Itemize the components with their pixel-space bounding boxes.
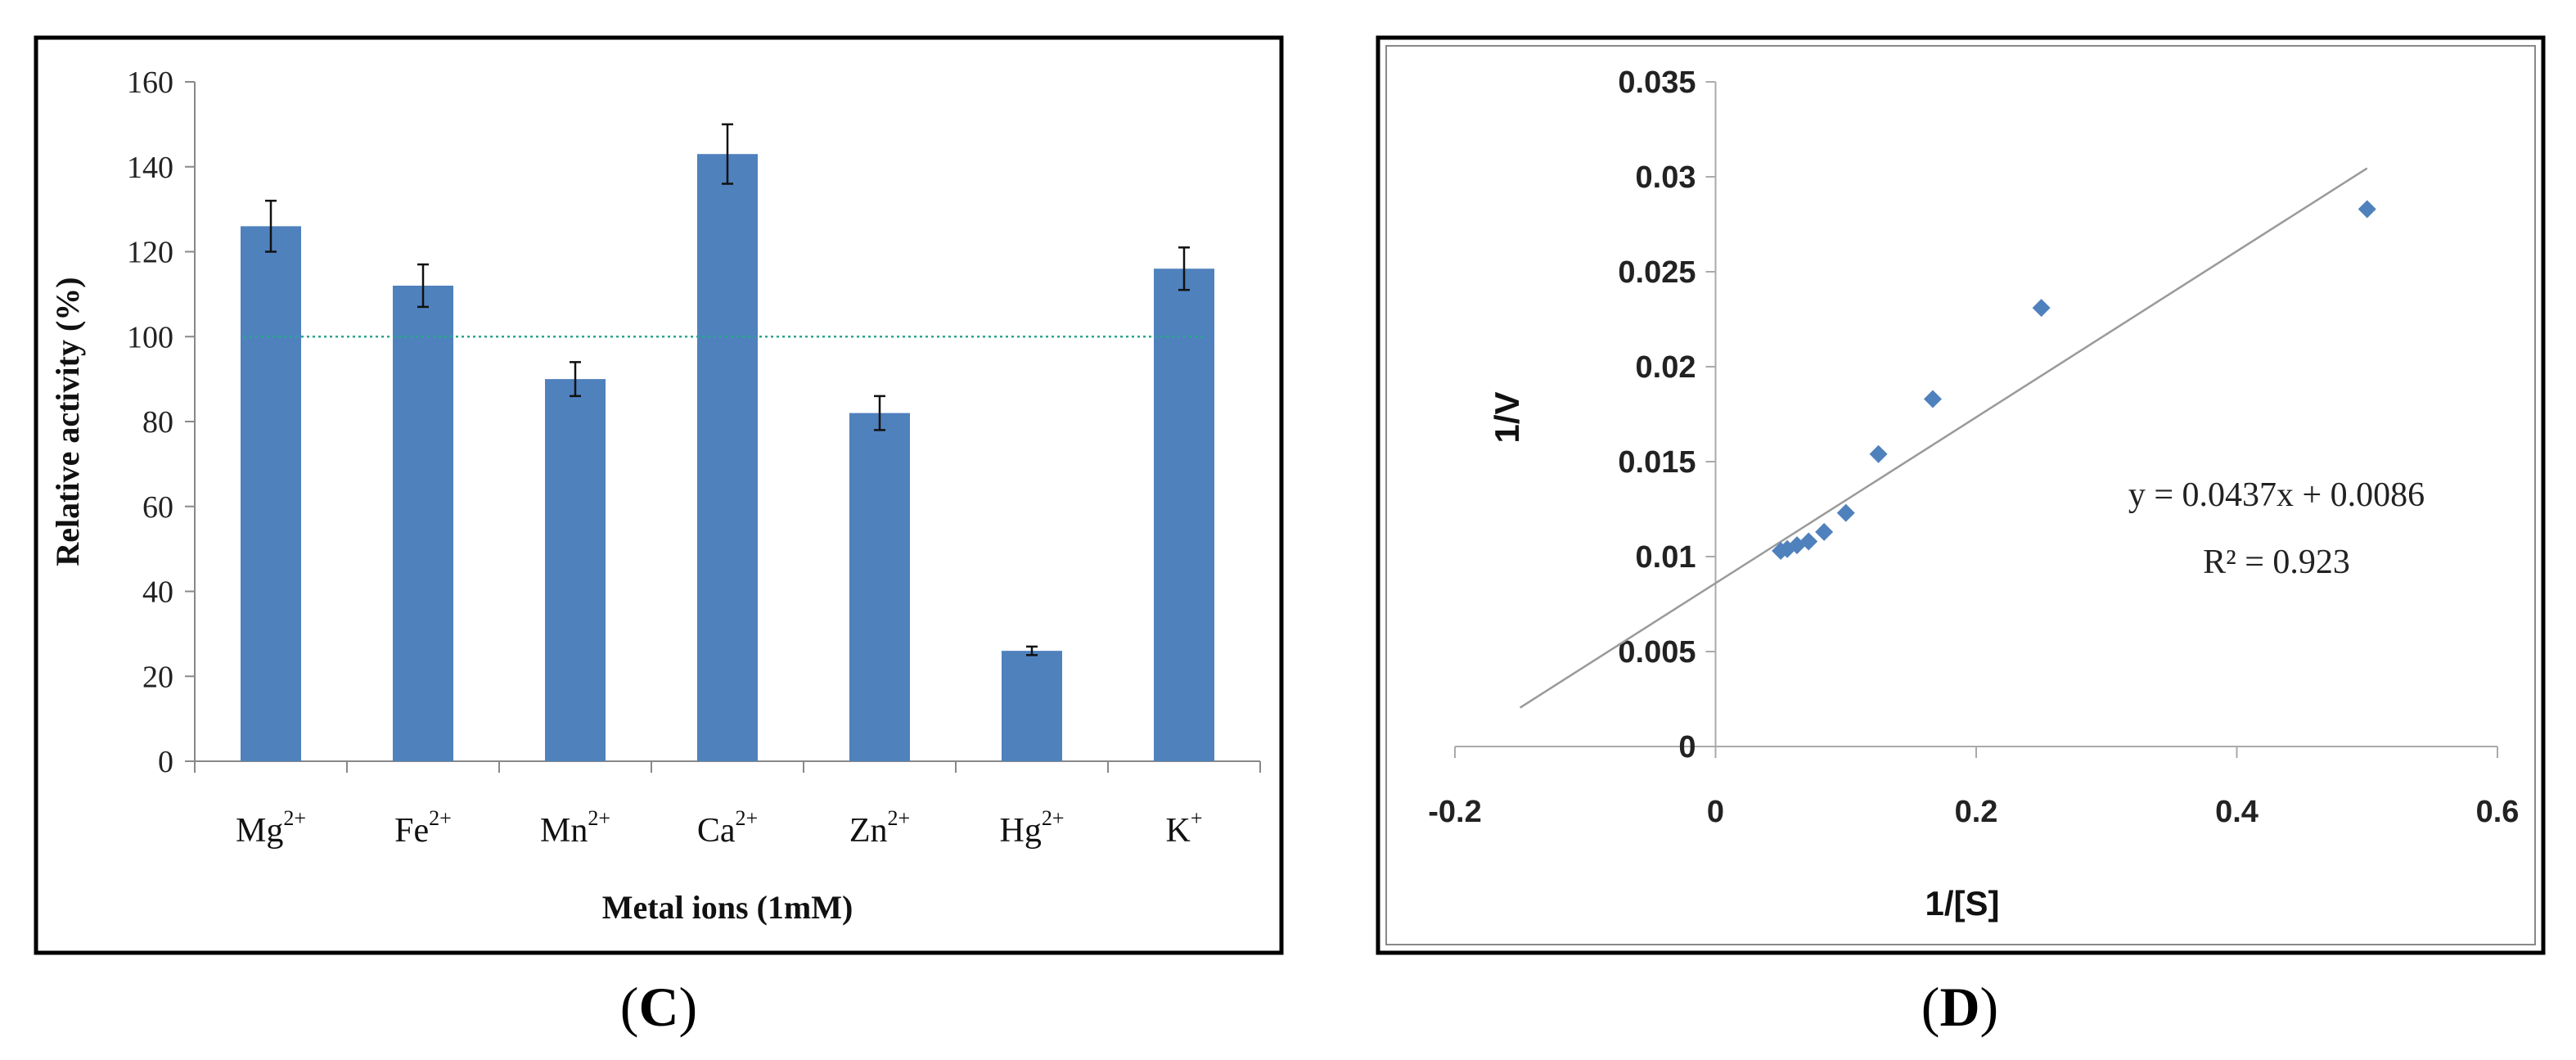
panel-label-d-text: D (1939, 976, 1979, 1038)
y-tick-label: 100 (127, 320, 173, 354)
x-tick-label: 0.6 (2476, 795, 2520, 829)
y-tick-label: 0.035 (1618, 65, 1696, 100)
panel-d-scatter-chart: 0 0.005 0.01 0.015 0.02 0.025 0.03 0.035 -0.2 0 0.… (1428, 65, 2519, 922)
data-point (1836, 503, 1855, 522)
panel-c-bar-chart: 0 20 40 60 80 100 120 140 160 Mg2+ Fe2+ Mn2+ Ca2+ Zn2… (49, 65, 1261, 926)
data-point (1815, 522, 1834, 541)
x-category-label: Ca2+ (697, 806, 758, 850)
bar-mn (545, 379, 606, 761)
y-tick-label: 120 (127, 236, 173, 270)
trendline-equation: y = 0.0437x + 0.0086 (2128, 476, 2425, 514)
panel-label-c-text: C (638, 976, 678, 1038)
bar-hg (1002, 651, 1062, 761)
data-point (2032, 299, 2051, 318)
bar-k (1154, 268, 1214, 761)
x-tick-label: 0.4 (2215, 795, 2259, 829)
data-point (1923, 390, 1942, 408)
y-tick-label: 20 (142, 660, 173, 694)
panel-label-d: (D) (1921, 976, 1998, 1038)
r-squared-label: R² = 0.923 (2203, 544, 2350, 581)
y-axis-title: Relative activity (%) (49, 277, 86, 566)
panel-d-inner-frame (1385, 45, 2536, 945)
bar-zn (849, 413, 910, 761)
y-tick-label: 140 (127, 151, 173, 185)
x-axis-title: 1/[S] (1925, 884, 1999, 922)
x-category-label: Zn2+ (849, 806, 910, 850)
x-category-label: Fe2+ (394, 806, 452, 850)
y-tick-label: 0.03 (1636, 160, 1696, 195)
data-point (1869, 444, 1888, 463)
bar-fe (393, 286, 453, 761)
y-tick-label: 0.01 (1636, 540, 1696, 575)
x-category-label: K+ (1165, 806, 1202, 850)
x-tick-label: -0.2 (1428, 795, 1481, 829)
y-tick-label: 0 (1678, 730, 1696, 765)
x-tick-label: 0.2 (1955, 795, 1998, 829)
y-tick-label: 160 (127, 65, 173, 100)
x-category-label: Hg2+ (999, 806, 1064, 850)
y-tick-label: 60 (142, 490, 173, 525)
panel-d-frame (1376, 35, 2546, 955)
y-tick-label: 40 (142, 575, 173, 610)
y-tick-label: 0.025 (1618, 255, 1696, 290)
x-tick-label: 0 (1707, 795, 1724, 829)
bar-ca (697, 154, 758, 761)
x-axis-title: Metal ions (1mM) (602, 889, 853, 926)
x-category-label: Mg2+ (236, 806, 306, 850)
x-category-label: Mn2+ (540, 806, 610, 850)
data-point (1799, 532, 1818, 551)
bar-mg (241, 226, 301, 761)
y-tick-label: 80 (142, 405, 173, 440)
y-tick-label: 0.02 (1636, 350, 1696, 385)
y-tick-label: 0.005 (1618, 635, 1696, 670)
data-point (2358, 200, 2376, 219)
y-tick-label: 0.015 (1618, 445, 1696, 480)
panel-label-c: (C) (620, 976, 697, 1038)
linear-trendline (1519, 167, 2368, 709)
y-tick-label: 0 (158, 745, 173, 779)
y-axis-title: 1/V (1488, 391, 1526, 443)
panel-c-frame (34, 35, 1284, 955)
